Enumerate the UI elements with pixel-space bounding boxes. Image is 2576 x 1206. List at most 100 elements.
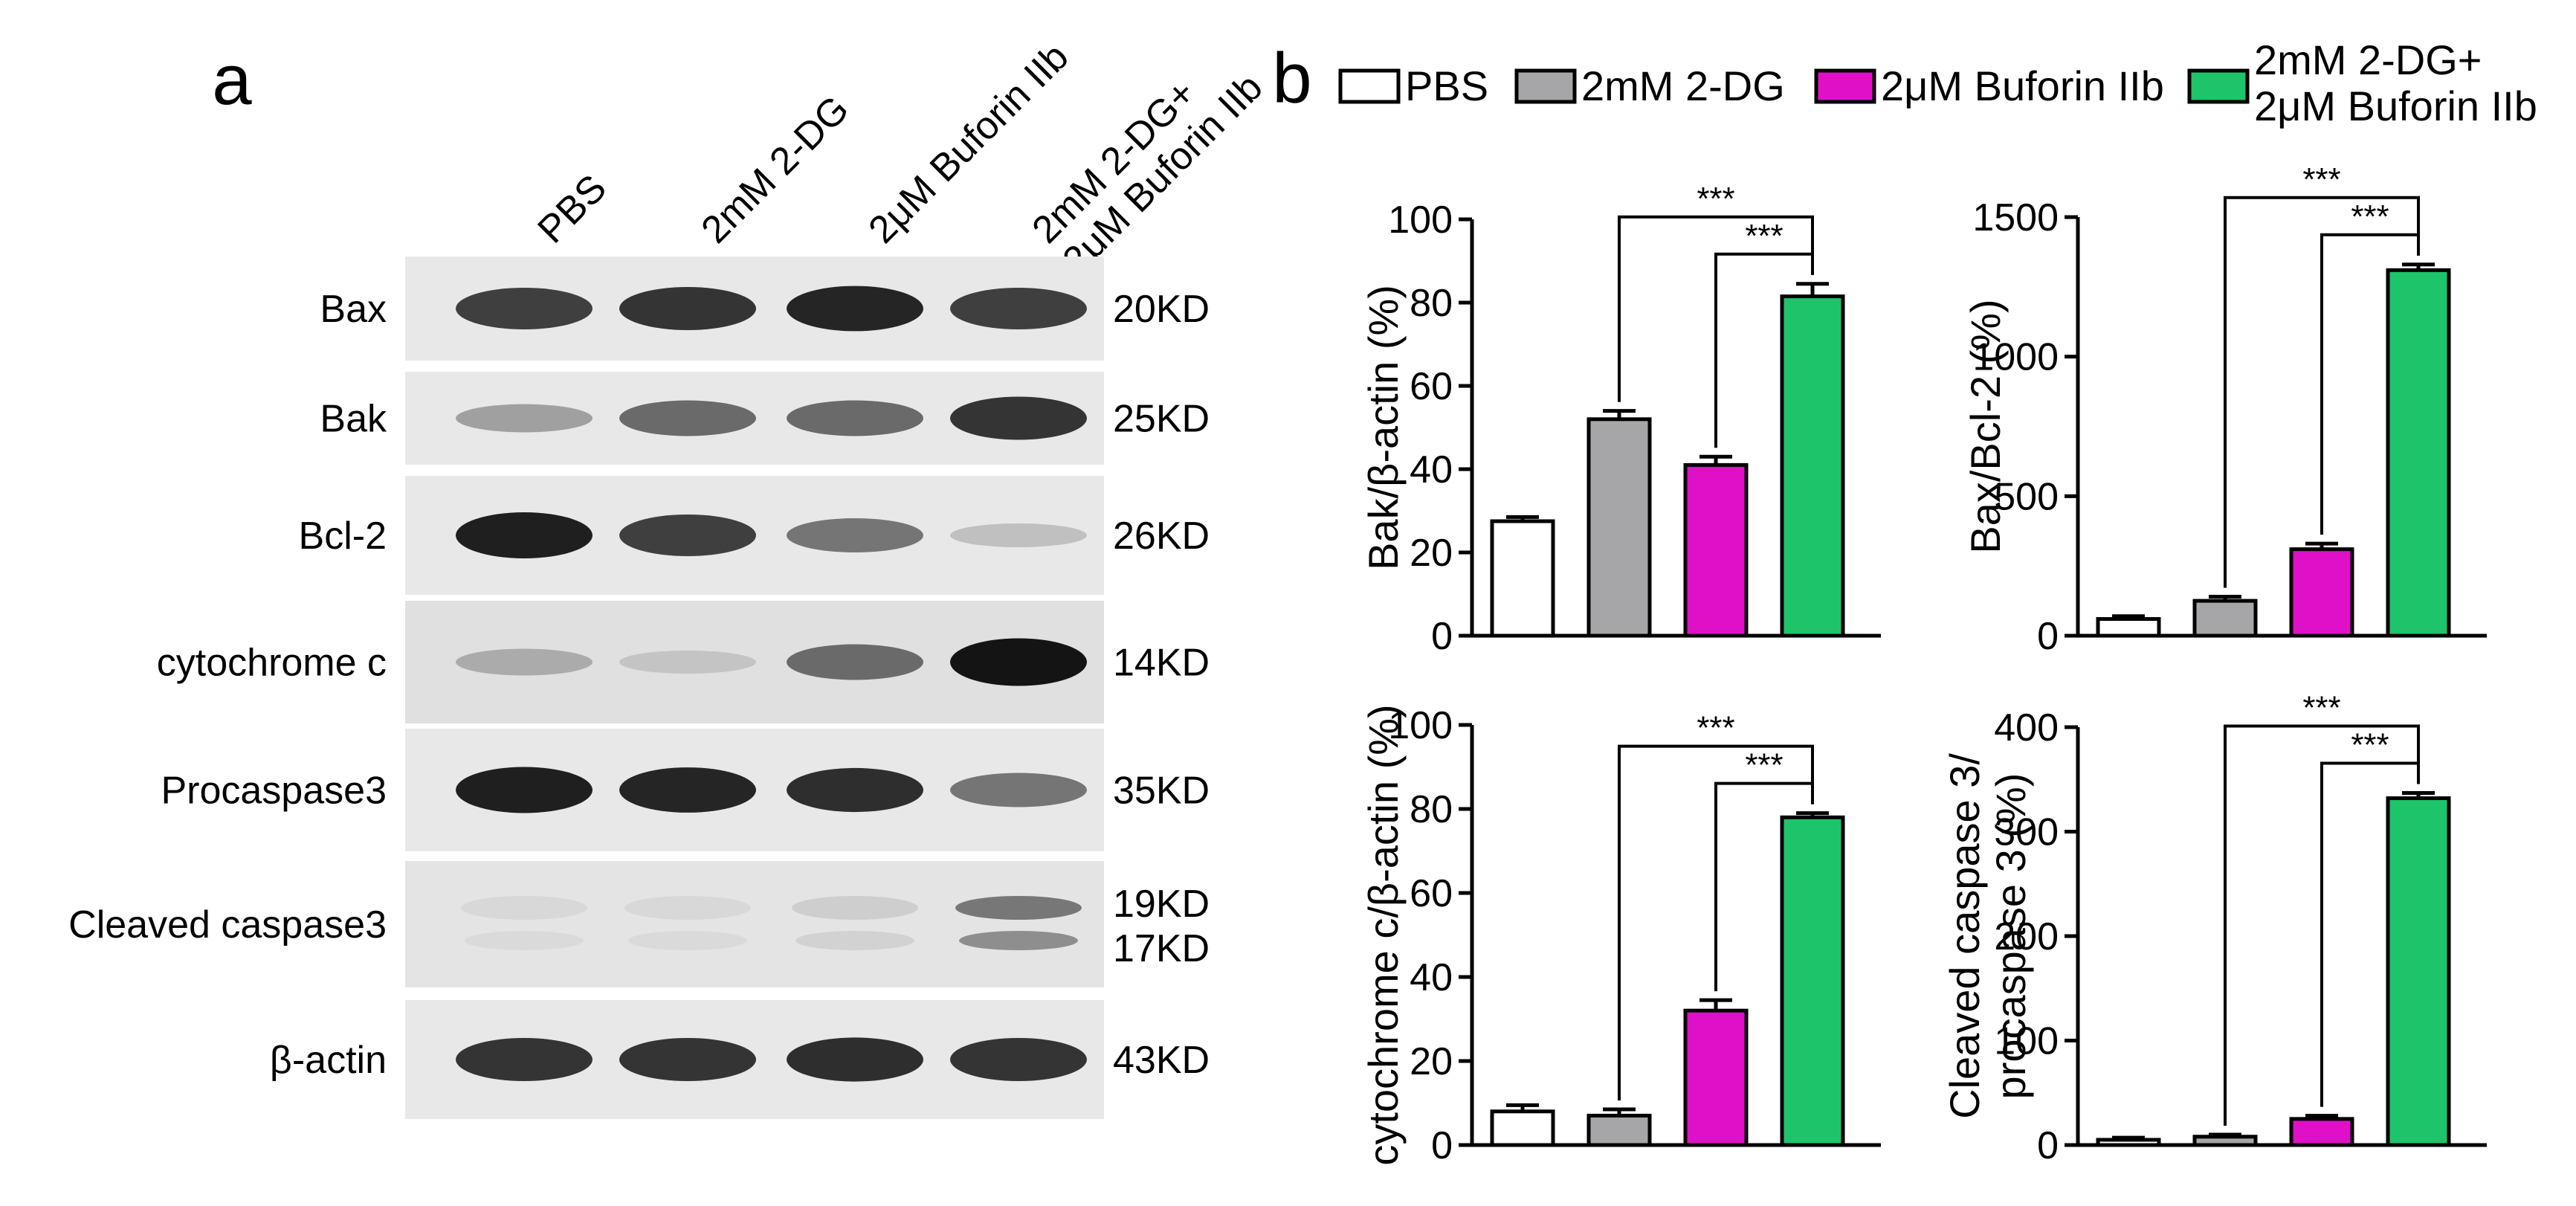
bar [2192, 599, 2258, 638]
blot-band [950, 773, 1087, 807]
y-tick-label: 400 [1994, 706, 2059, 749]
blot-band [456, 1038, 593, 1081]
y-tick-label: 20 [1410, 532, 1453, 575]
legend: PBS 2mM 2-DG 2μM Buforin IIb 2mM 2-DG+ 2μM B… [1338, 36, 2537, 129]
blot-band [955, 896, 1082, 920]
y-tick-label: 300 [1994, 811, 2059, 854]
blot-band [787, 644, 923, 680]
blot-strips: Bax 20KD Bak 25KD Bcl-2 26KD cytochrome c 14KD P… [68, 257, 1210, 1119]
lane-label-text: PBS [529, 167, 615, 252]
blot-band [619, 287, 756, 330]
blot--actin: β-actin 43KD [270, 1000, 1210, 1119]
blot-band [950, 1038, 1087, 1081]
panel-a-label: a [212, 40, 252, 120]
bar [2289, 547, 2354, 638]
size-label: 19KD [1113, 883, 1210, 926]
size-label: 43KD [1113, 1039, 1210, 1082]
y-tick-label: 500 [1994, 475, 2059, 518]
blot-band [619, 650, 756, 674]
y-tick-label: 60 [1410, 365, 1453, 408]
significance-bracket [2320, 761, 2420, 1107]
protein-label: Cleaved caspase3 [68, 903, 387, 947]
blot-band [619, 400, 756, 436]
blot-bax: Bax 20KD [320, 257, 1210, 361]
bar [1683, 462, 1749, 638]
bar [1490, 1109, 1555, 1147]
bar [2386, 796, 2451, 1147]
significance-bracket [2320, 233, 2420, 535]
blot-cytochrome-c: cytochrome c 14KD [157, 601, 1210, 723]
y-tick-label: 80 [1410, 282, 1453, 325]
y-axis-label-group: Bax/Bcl-2 (%) [1962, 299, 2009, 553]
blot-procaspase3: Procaspase3 35KD [161, 729, 1210, 851]
y-tick-label: 60 [1410, 872, 1453, 915]
significance-bracket [1714, 781, 1814, 992]
legend-swatch [1814, 68, 1876, 104]
size-label: 35KD [1113, 770, 1210, 813]
y-axis-label: Bax/Bcl-2 (%) [1962, 299, 2009, 553]
blot-band [456, 648, 593, 676]
blot-band [950, 396, 1087, 440]
protein-label: cytochrome c [157, 642, 387, 685]
legend-item-3: 2mM 2-DG+ 2μM Buforin IIb [2187, 36, 2537, 129]
y-axis-label-group: Bak/β-actin (%) [1360, 285, 1407, 570]
blot-band [795, 931, 914, 950]
legend-label: PBS [1405, 62, 1488, 109]
bar [2289, 1117, 2354, 1147]
panel-b-bar-charts: b PBS 2mM 2-DG 2μM Buforin IIb 2mM 2-DG+ 2μM… [1272, 36, 2537, 1167]
bar [1780, 294, 1845, 638]
y-axis-label: cytochrome c/β-actin (%) [1360, 704, 1407, 1165]
lane-label-1: 2mM 2-DG [693, 88, 857, 252]
legend-swatch [1514, 68, 1577, 104]
significance-bracket [2224, 724, 2420, 1126]
bar [2386, 268, 2451, 638]
y-tick-label: 40 [1410, 956, 1453, 999]
significance-label: *** [1745, 218, 1783, 254]
y-axis-label: Bak/β-actin (%) [1360, 285, 1407, 570]
legend-label: 2mM 2-DG [1581, 62, 1785, 109]
protein-label: Bcl-2 [299, 515, 387, 558]
blot-band [950, 288, 1087, 329]
blot-band [950, 638, 1087, 686]
significance-label: *** [2351, 727, 2389, 764]
blot-band [619, 515, 756, 556]
blot-band [619, 767, 756, 813]
y-tick-label: 1000 [1972, 336, 2059, 379]
bar [2192, 1135, 2258, 1147]
bar [1490, 519, 1555, 638]
size-label: 14KD [1113, 642, 1210, 685]
legend-swatch [1338, 68, 1401, 104]
y-tick-label: 0 [2037, 615, 2059, 658]
legend-item-2: 2μM Buforin IIb [1814, 62, 2164, 109]
size-label: 25KD [1113, 398, 1210, 441]
blot-band [461, 896, 587, 920]
y-tick-label: 100 [1388, 199, 1453, 242]
y-axis-label-group: cytochrome c/β-actin (%) [1360, 704, 1407, 1165]
legend-swatch [2187, 68, 2250, 104]
lane-label-0: PBS [529, 167, 615, 252]
blot-band [628, 931, 747, 950]
protein-label: β-actin [270, 1039, 387, 1082]
y-tick-label: 0 [1431, 615, 1453, 658]
y-tick-label: 20 [1410, 1040, 1453, 1083]
significance-bracket [1618, 215, 1814, 402]
significance-bracket [1714, 252, 1814, 448]
y-tick-label: 0 [2037, 1124, 2059, 1167]
protein-label: Bak [320, 398, 387, 441]
significance-label: *** [2302, 161, 2340, 198]
blot-band [787, 1037, 923, 1082]
legend-label: 2mM 2-DG+ 2μM Buforin IIb [2254, 36, 2537, 129]
blot-band [456, 512, 593, 558]
significance-label: *** [2302, 690, 2340, 726]
significance-bracket [2224, 196, 2420, 588]
blot-band [787, 767, 923, 813]
panel-b-label: b [1272, 39, 1311, 118]
bar [1683, 1008, 1749, 1147]
y-tick-label: 200 [1994, 915, 2059, 958]
